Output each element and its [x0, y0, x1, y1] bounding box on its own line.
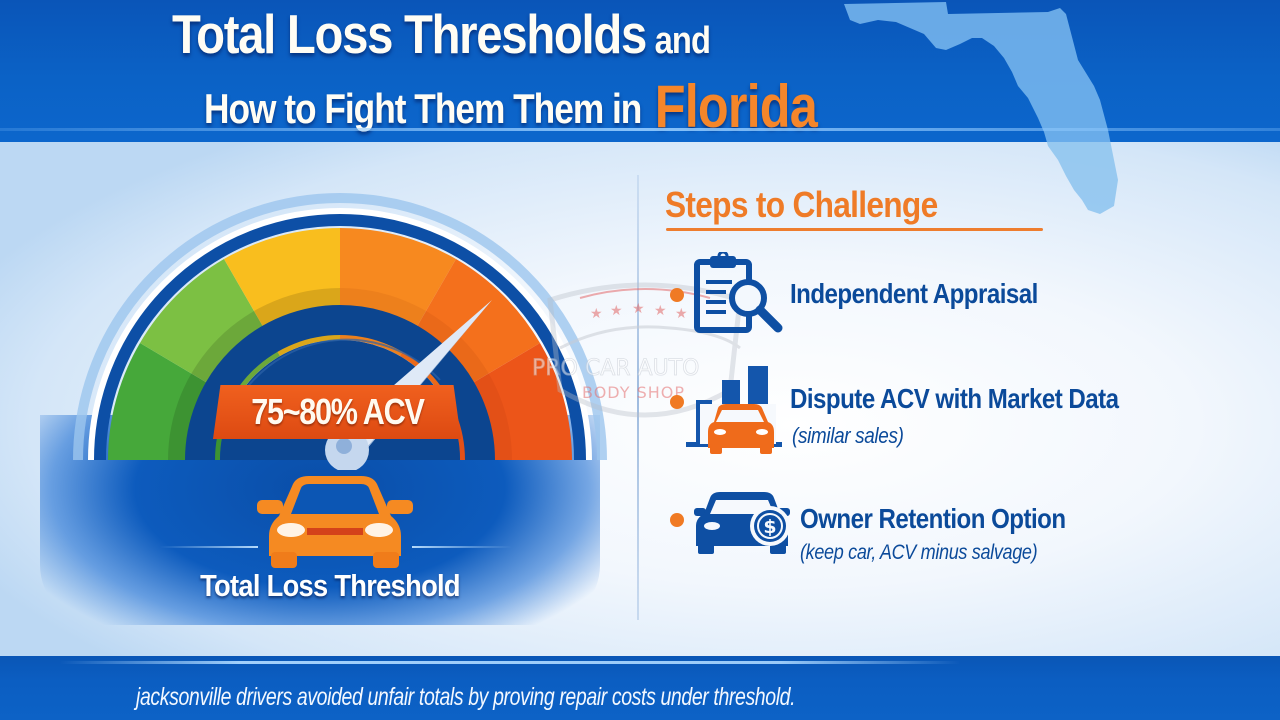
svg-text:★: ★	[654, 303, 667, 319]
svg-text:★: ★	[610, 303, 623, 319]
svg-text:★: ★	[675, 306, 688, 322]
svg-text:$: $	[763, 516, 776, 538]
section-divider	[637, 175, 639, 620]
footer-note: jacksonville drivers avoided unfair tota…	[136, 683, 796, 711]
svg-text:★: ★	[590, 306, 603, 322]
threshold-value-badge: 75~80% ACV	[213, 385, 461, 439]
title-subline: How to Fight Them Them in	[204, 85, 642, 132]
svg-text:★: ★	[632, 301, 645, 317]
title-and: and	[654, 20, 711, 62]
step-bullet-1	[670, 288, 684, 302]
header-banner: Total Loss Thresholds and How to Fight Th…	[0, 0, 1280, 142]
car-icon	[257, 476, 413, 568]
gauge-caption: Total Loss Threshold	[200, 568, 460, 603]
caption-line-right	[412, 546, 512, 548]
body-shop-watermark: ★ ★ ★ ★ ★ PRO CAR AUTO BODY SHOP	[532, 282, 743, 418]
step-label-3: Owner Retention Option	[800, 503, 1066, 534]
step-bullet-3	[670, 513, 684, 527]
steps-title: Steps to Challenge	[665, 184, 938, 225]
car-dollar-icon: $	[694, 492, 790, 554]
bar-chart-car-icon	[686, 366, 782, 454]
step-label-1: Independent Appraisal	[790, 278, 1038, 309]
footer-divider	[60, 661, 960, 664]
threshold-gauge	[73, 193, 607, 470]
watermark-line1: PRO CAR AUTO	[532, 356, 699, 381]
title-main: Total Loss Thresholds	[172, 3, 647, 65]
page-title-line2: How to Fight Them Them in Florida	[204, 68, 818, 140]
clipboard-magnifier-icon	[694, 252, 783, 333]
header-divider	[0, 128, 1280, 131]
step-sub-3: (keep car, ACV minus salvage)	[800, 541, 1038, 564]
step-label-2: Dispute ACV with Market Data	[790, 383, 1119, 414]
threshold-value-text: 75~80% ACV	[250, 391, 425, 432]
page-title-line1: Total Loss Thresholds and	[172, 2, 711, 66]
step-sub-2: (similar sales)	[792, 423, 904, 448]
steps-title-underline	[666, 228, 1043, 231]
step-bullet-2	[670, 395, 684, 409]
watermark-line2: BODY SHOP	[582, 383, 685, 402]
footer-banner	[0, 656, 1280, 720]
caption-line-left	[160, 546, 258, 548]
florida-map-icon	[844, 2, 1111, 142]
